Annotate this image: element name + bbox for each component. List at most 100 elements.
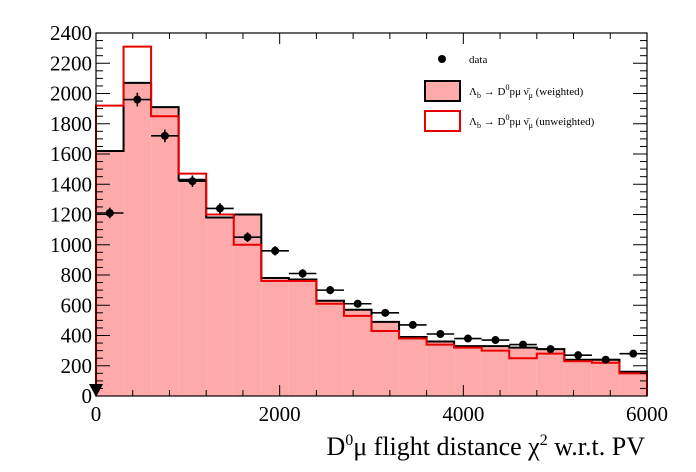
legend-entry: Λb → D0pμ ν̄μ (weighted) [424,80,584,102]
data-point-marker [188,177,197,186]
data-point-marker [629,349,638,358]
data-point [591,355,620,364]
weighted-hist-bin [178,179,207,396]
x-tick-label: 6000 [626,402,668,426]
x-axis-title-d: D [326,432,345,461]
data-point [206,203,234,214]
data-point [288,269,317,278]
data-point-marker [133,95,142,104]
data-point [233,232,262,243]
x-axis-ticks: 0 2000 4000 6000 [91,33,668,426]
data-point [178,175,207,187]
weighted-hist-bin [591,359,620,396]
y-tick-label: 1000 [50,233,92,257]
legend-label: Λb → D0pμ ν̄μ (unweighted) [469,113,595,130]
legend-label-part: 0 [505,113,509,122]
data-point [343,299,372,308]
data-point [123,92,152,107]
y-tick-label: 1800 [50,112,92,136]
legend-label-part: 0 [505,83,509,92]
data-point [509,340,537,349]
data-point-marker [381,308,390,317]
data-points-layer [96,92,647,364]
x-axis-title: D0μ flight distance χ2 w.r.t. PV [326,432,645,461]
data-point [399,320,427,329]
y-tick-label: 200 [61,354,93,378]
legend-entry: data [438,54,487,66]
data-point [151,129,179,143]
data-point-marker [436,329,445,338]
legend-label-part: pμ ν̄ [509,116,530,128]
weighted-hist-bin [261,278,289,396]
y-tick-label: 1600 [50,142,92,166]
data-point-marker [519,340,528,349]
data-point-marker [298,269,307,278]
weighted-hist-bin [619,371,647,396]
x-tick-label: 2000 [259,402,301,426]
x-axis-title-chi-sup: 2 [540,432,548,449]
weighted-hist-bin [96,150,124,396]
weighted-hist-bin [426,341,455,396]
x-axis-title-end: w.r.t. PV [548,432,645,461]
data-point-marker [601,355,610,364]
legend-label-part: pμ ν̄ [509,86,530,98]
data-point [261,246,289,256]
legend-label-part: (weighted) [533,86,584,98]
weighted-hist-bin [206,217,234,396]
legend-label-part: μ [529,91,533,100]
weighted-hist-bin [316,300,344,396]
y-tick-label: 1400 [50,172,92,196]
legend-entry: Λb → D0pμ ν̄μ (unweighted) [424,110,595,132]
data-point-marker [463,334,472,343]
data-point-marker [243,233,252,242]
x-axis-title-mid: μ flight distance χ [353,432,540,461]
data-point-marker [271,246,280,255]
legend-label: Λb → D0pμ ν̄μ (weighted) [469,83,584,100]
legend-label-part: → D [481,86,506,98]
legend-data-marker [438,55,446,63]
legend-label-part: Λ [469,86,477,98]
data-point [619,349,647,358]
legend-label-part: (unweighted) [533,116,595,128]
weighted-hist-bin [454,346,482,396]
data-point-marker [160,131,169,140]
weighted-hist-bin [481,346,510,396]
y-tick-label: 400 [61,324,93,348]
data-point-marker [546,345,555,354]
x-tick-label: 0 [91,402,102,426]
data-point [481,336,510,345]
y-tick-label: 2000 [50,82,92,106]
data-point-marker [353,299,362,308]
outline-histogram-layer [95,45,648,396]
data-point [316,286,344,295]
x-tick-label: 4000 [442,402,484,426]
legend-label-part: → D [481,116,506,128]
data-point [371,308,400,317]
x-axis-title-d-sup: 0 [345,432,353,449]
y-tick-label: 800 [61,263,93,287]
legend-label-part: μ [529,121,533,130]
legend-label-data: data [469,54,487,66]
y-tick-label: 2400 [50,21,92,45]
weighted-hist-bin [371,321,400,396]
weighted-hist-bin [123,82,152,396]
y-tick-label: 1200 [50,203,92,227]
legend-unweighted-swatch [424,110,461,132]
y-tick-label: 600 [61,293,93,317]
data-point-marker [408,320,417,329]
weighted-hist-bin [509,347,537,396]
data-point-marker [105,208,114,217]
data-point [564,351,592,360]
weighted-hist-bin [536,349,565,396]
legend-label-part: b [477,91,481,100]
weighted-hist-bin [564,359,592,396]
y-tick-label: 0 [82,384,93,408]
legend-weighted-swatch [424,80,461,102]
y-axis-ticks: 0 200 400 600 800 1000 1200 1400 1600 1800 2000 220… [50,21,647,408]
weighted-hist-bin [288,279,317,396]
data-point-marker [215,204,224,213]
underflow-marker [89,384,103,397]
y-tick-label: 2200 [50,51,92,75]
data-point-marker [326,286,335,295]
